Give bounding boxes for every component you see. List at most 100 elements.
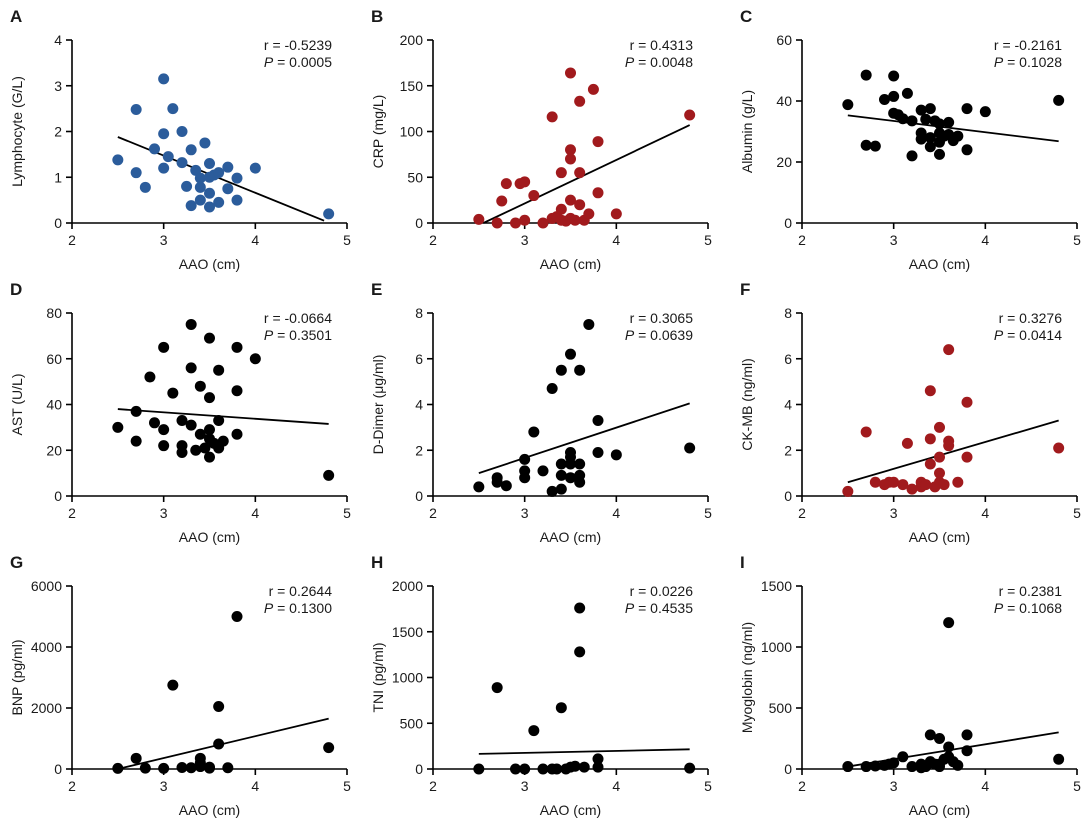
data-point (934, 118, 945, 130)
data-point (574, 364, 586, 376)
data-point (158, 128, 170, 140)
regression-line (483, 124, 691, 224)
r-value: r = 0.2644 (269, 583, 333, 599)
x-tick-label: 3 (890, 778, 898, 794)
data-point (961, 451, 973, 463)
y-tick-label: 0 (54, 761, 62, 777)
data-point (130, 167, 142, 179)
x-tick-label: 2 (68, 778, 76, 794)
data-point (961, 103, 973, 115)
data-point (924, 458, 936, 470)
data-point (158, 440, 170, 452)
data-point (961, 745, 973, 757)
y-tick-label: 20 (46, 442, 62, 458)
data-point (943, 116, 955, 128)
data-point (176, 415, 188, 427)
data-point (592, 753, 604, 765)
p-label: P (625, 327, 635, 343)
panel-h: H 2 3 4 5 0 500 1000 1500 2000 AAO (cm) TNI (pg/ml)… (370, 553, 712, 818)
y-axis-title: BNP (pg/ml) (9, 640, 25, 716)
data-point (934, 148, 945, 160)
data-point (924, 433, 936, 445)
y-tick-label: 2000 (392, 578, 423, 594)
data-point (546, 485, 558, 497)
data-point (204, 392, 215, 404)
x-tick-label: 5 (704, 505, 712, 521)
data-point (204, 201, 215, 213)
x-axis-title: AAO (cm) (540, 256, 601, 272)
y-tick-label: 0 (784, 215, 792, 231)
data-point (194, 428, 206, 440)
regression-line (847, 419, 1059, 484)
x-tick-label: 2 (798, 505, 806, 521)
x-axis-title: AAO (cm) (179, 802, 240, 818)
p-label: P (264, 327, 274, 343)
data-point (592, 187, 604, 199)
x-tick-label: 4 (981, 505, 989, 521)
y-axis-title: CK-MB (ng/ml) (739, 358, 755, 451)
data-point (528, 725, 540, 737)
data-point (491, 217, 503, 229)
data-point (574, 167, 586, 179)
data-point (934, 733, 945, 744)
y-tick-label: 6 (415, 351, 423, 367)
y-axis-title: Albumin (g/L) (739, 90, 755, 173)
data-point (897, 479, 909, 491)
r-value: r = -0.2161 (994, 37, 1062, 53)
p-number: = 0.3501 (273, 327, 332, 343)
y-tick-label: 2 (415, 442, 423, 458)
x-axis-title: AAO (cm) (909, 529, 970, 545)
data-point (860, 426, 872, 438)
data-point (842, 485, 854, 497)
data-point (906, 761, 918, 773)
data-point (888, 757, 900, 769)
y-tick-label: 4 (415, 397, 423, 413)
data-point (592, 136, 604, 148)
p-value: P = 0.0414 (994, 327, 1062, 343)
data-point (906, 483, 918, 495)
y-tick-label: 150 (400, 78, 424, 94)
data-point (583, 318, 595, 330)
data-point (199, 442, 211, 454)
x-tick-label: 4 (612, 778, 620, 794)
data-point (684, 109, 696, 121)
data-point (130, 104, 142, 116)
data-point (185, 419, 197, 431)
data-point (473, 213, 485, 225)
r-value: r = 0.3276 (999, 310, 1063, 326)
data-point (167, 387, 179, 399)
x-tick-label: 2 (68, 232, 76, 248)
x-tick-label: 4 (251, 778, 259, 794)
y-tick-label: 1500 (761, 578, 792, 594)
data-point (924, 385, 936, 397)
p-value: P = 0.1300 (264, 600, 332, 616)
p-number: = 0.1028 (1003, 54, 1062, 70)
data-point (943, 617, 955, 629)
data-point (144, 371, 156, 383)
data-point (473, 481, 485, 493)
x-tick-label: 5 (1073, 778, 1081, 794)
x-tick-label: 4 (251, 232, 259, 248)
data-point (906, 150, 918, 162)
data-point (519, 763, 531, 775)
data-point (185, 762, 197, 774)
data-point (158, 73, 170, 85)
data-point (190, 444, 202, 456)
data-point (213, 738, 225, 750)
data-point (578, 761, 590, 773)
data-point (217, 435, 229, 447)
y-tick-label: 40 (46, 397, 62, 413)
data-point (231, 611, 243, 622)
data-point (491, 682, 503, 694)
panel-letter-b: B (371, 7, 383, 26)
data-point (473, 763, 485, 775)
y-tick-label: 60 (46, 351, 62, 367)
data-point (130, 435, 142, 447)
p-number: = 0.0639 (634, 327, 693, 343)
r-value: r = 0.0226 (630, 583, 694, 599)
x-tick-label: 5 (343, 232, 351, 248)
p-label: P (625, 54, 635, 70)
y-tick-label: 1 (54, 169, 62, 185)
data-point (924, 132, 936, 144)
